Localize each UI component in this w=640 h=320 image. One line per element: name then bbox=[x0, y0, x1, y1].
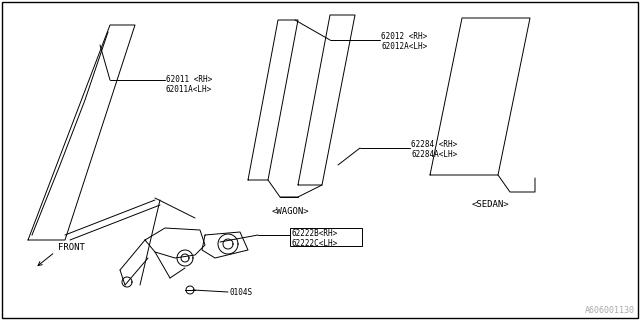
Text: 62012 <RH>
62012A<LH>: 62012 <RH> 62012A<LH> bbox=[381, 32, 428, 52]
Bar bbox=[290, 228, 362, 246]
Text: <SEDAN>: <SEDAN> bbox=[471, 200, 509, 209]
Text: A606001130: A606001130 bbox=[585, 306, 635, 315]
Text: FRONT: FRONT bbox=[58, 243, 85, 252]
Text: 62222B<RH>
62222C<LH>: 62222B<RH> 62222C<LH> bbox=[292, 229, 339, 248]
Text: 0104S: 0104S bbox=[230, 288, 253, 297]
Text: 62011 <RH>
62011A<LH>: 62011 <RH> 62011A<LH> bbox=[166, 75, 212, 94]
Text: 62284 <RH>
62284A<LH>: 62284 <RH> 62284A<LH> bbox=[411, 140, 457, 159]
Text: <WAGON>: <WAGON> bbox=[271, 207, 309, 216]
